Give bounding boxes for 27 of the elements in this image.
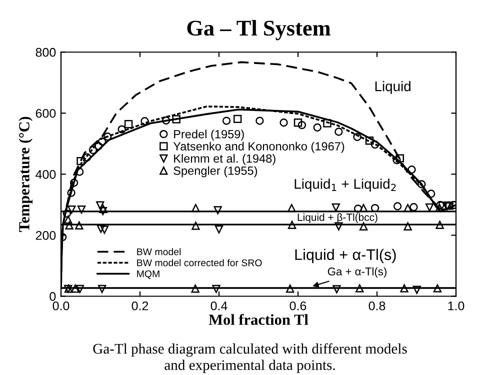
legend-label: Klemm et al. (1948) — [174, 154, 276, 166]
y-tick-label: 600 — [36, 108, 56, 118]
x-tick-label: 0.2 — [132, 301, 148, 310]
annotation: Liquid — [375, 81, 410, 94]
x-axis-title: Mol fraction Tl — [208, 314, 308, 325]
y-tick-label: 200 — [36, 231, 56, 240]
legend-label: MQM — [137, 270, 160, 279]
x-tick-label: 0.6 — [290, 301, 306, 310]
x-tick-label: 1.0 — [448, 301, 464, 310]
annotation: Liquid + α-Tl(s) — [295, 248, 396, 264]
legend-label: BW model corrected for SRO — [137, 259, 262, 266]
legend-label: BW model — [137, 248, 181, 256]
annotation: Liquid$_{1}$ + Liquid$_{2}$ — [294, 178, 396, 192]
y-axis-title: Temperature (°C) — [18, 116, 33, 232]
legend-label: Yatsenko and Konononko (1967) — [173, 142, 344, 153]
x-tick-label: 0.8 — [368, 301, 386, 310]
annotation: Liquid + β-Tl(bcc) — [298, 213, 378, 223]
text: Ga-Tl phase diagram calculated with different models and experimental data points. — [93, 343, 407, 373]
annotation: Ga + α-Tl(s) — [328, 267, 386, 278]
legend-label: Predel (1959) — [174, 130, 244, 141]
y-tick-label: 800 — [36, 48, 56, 57]
legend-label: Spengler (1955) — [174, 166, 258, 178]
y-tick-label: 0 — [50, 292, 56, 301]
y-tick-label: 400 — [36, 170, 56, 179]
chart-title: Ga – Tl System — [187, 20, 330, 40]
x-tick-label: 0.0 — [52, 301, 70, 310]
x-tick-label: 0.4 — [210, 301, 228, 310]
